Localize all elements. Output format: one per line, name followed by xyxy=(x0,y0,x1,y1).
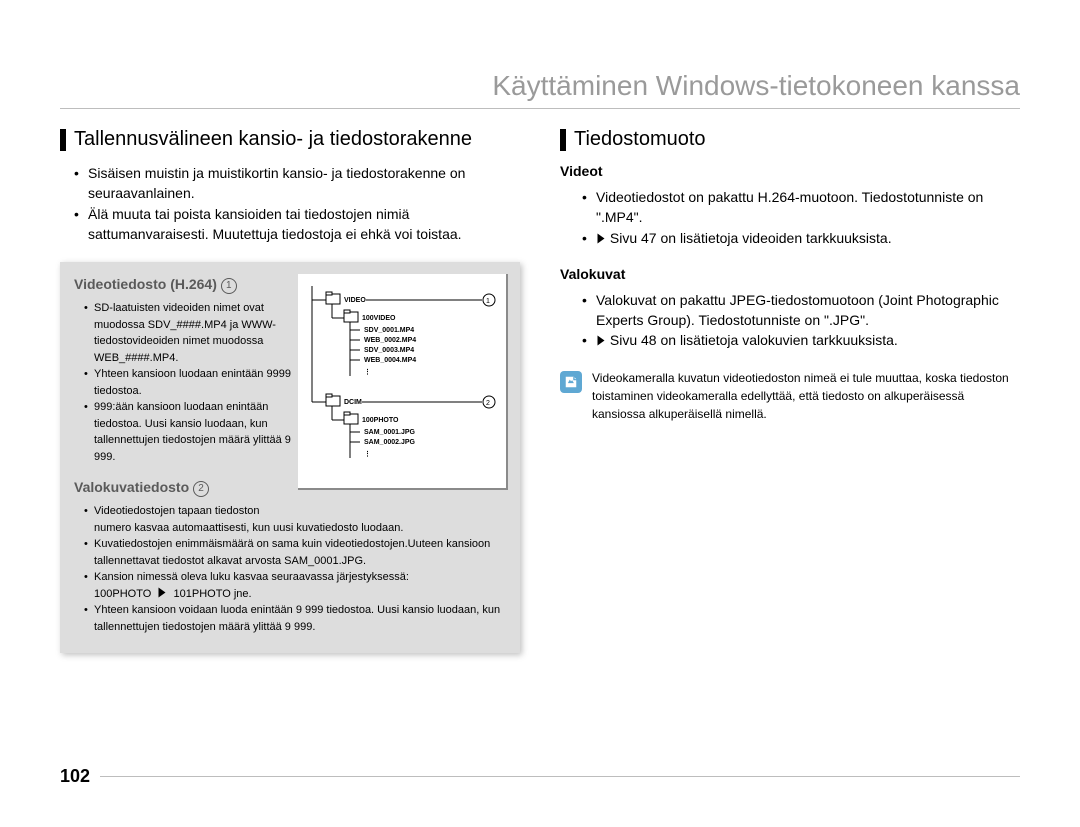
section-bar xyxy=(560,129,566,151)
rp1: Valokuvat on pakattu JPEG-tiedostomuotoo… xyxy=(596,290,1020,331)
svg-text:WEB_0004.MP4: WEB_0004.MP4 xyxy=(364,357,416,364)
svg-text:SAM_0002.JPG: SAM_0002.JPG xyxy=(364,439,416,446)
left-intro-2: Älä muuta tai poista kansioiden tai tied… xyxy=(88,204,520,245)
svg-text:SDV_0003.MP4: SDV_0003.MP4 xyxy=(364,347,414,354)
p2: Kuvatiedostojen enimmäismäärä on sama ku… xyxy=(94,536,506,569)
content-columns: Tallennusvälineen kansio- ja tiedostorak… xyxy=(60,128,1020,653)
header-rule xyxy=(60,108,1020,109)
note-block: Videokameralla kuvatun videotiedoston ni… xyxy=(560,369,1020,423)
p3: Kansion nimessä oleva luku kasvaa seuraa… xyxy=(94,569,409,602)
right-video-head: Videot xyxy=(560,163,1020,179)
rv2: Sivu 47 on lisätietoja videoiden tarkkuu… xyxy=(596,228,892,248)
photo-list: •Videotiedostojen tapaan tiedostonnumero… xyxy=(74,503,506,635)
svg-text:100PHOTO: 100PHOTO xyxy=(362,417,399,424)
svg-text:⋮: ⋮ xyxy=(364,450,371,458)
right-column: Tiedostomuoto Videot •Videotiedostot on … xyxy=(560,128,1020,653)
svg-text:2: 2 xyxy=(486,400,490,407)
left-intro: •Sisäisen muistin ja muistikortin kansio… xyxy=(60,163,520,244)
svg-text:SDV_0001.MP4: SDV_0001.MP4 xyxy=(364,327,414,334)
rp2: Sivu 48 on lisätietoja valokuvien tarkku… xyxy=(596,330,898,350)
right-photo-head: Valokuvat xyxy=(560,266,1020,282)
left-intro-1: Sisäisen muistin ja muistikortin kansio-… xyxy=(88,163,520,204)
right-video-list: •Videotiedostot on pakattu H.264-muotoon… xyxy=(560,187,1020,248)
page: Käyttäminen Windows-tietokoneen kanssa T… xyxy=(0,0,1080,827)
svg-text:⋮: ⋮ xyxy=(364,368,371,376)
arrow-icon xyxy=(598,336,605,346)
arrow-icon xyxy=(159,587,166,597)
right-photo-list: •Valokuvat on pakattu JPEG-tiedostomuoto… xyxy=(560,290,1020,351)
svg-text:VIDEO: VIDEO xyxy=(344,297,366,304)
note-icon xyxy=(560,371,582,393)
v2: Yhteen kansioon luodaan enintään 9999 ti… xyxy=(94,366,304,399)
right-section-title: Tiedostomuoto xyxy=(574,128,706,151)
folder-tree: .t { font: bold 7px Arial; fill:#000; } … xyxy=(298,274,508,490)
gray-box: Videotiedosto (H.264) 1 •SD-laatuisten v… xyxy=(60,262,520,653)
svg-text:1: 1 xyxy=(486,298,490,305)
arrow-icon xyxy=(598,233,605,243)
footer-rule xyxy=(100,776,1020,777)
video-subhead-label: Videotiedosto (H.264) xyxy=(74,276,221,292)
svg-text:SAM_0001.JPG: SAM_0001.JPG xyxy=(364,429,416,436)
left-section-title: Tallennusvälineen kansio- ja tiedostorak… xyxy=(74,128,472,151)
v1: SD-laatuisten videoiden nimet ovat muodo… xyxy=(94,300,304,366)
rv1: Videotiedostot on pakattu H.264-muotoon.… xyxy=(596,187,1020,228)
svg-text:WEB_0002.MP4: WEB_0002.MP4 xyxy=(364,337,416,344)
photo-subhead-label: Valokuvatiedosto xyxy=(74,479,193,495)
section-bar xyxy=(60,129,66,151)
page-number: 102 xyxy=(60,766,90,787)
page-title: Käyttäminen Windows-tietokoneen kanssa xyxy=(492,70,1020,102)
video-subhead-num: 1 xyxy=(221,278,237,294)
svg-text:DCIM: DCIM xyxy=(344,399,362,406)
v3: 999:ään kansioon luodaan enintään tiedos… xyxy=(94,399,304,465)
right-section-head: Tiedostomuoto xyxy=(560,128,1020,151)
left-section-head: Tallennusvälineen kansio- ja tiedostorak… xyxy=(60,128,520,151)
p4: Yhteen kansioon voidaan luoda enintään 9… xyxy=(94,602,506,635)
svg-text:100VIDEO: 100VIDEO xyxy=(362,315,396,322)
photo-subhead-num: 2 xyxy=(193,481,209,497)
video-list: •SD-laatuisten videoiden nimet ovat muod… xyxy=(74,300,304,465)
folder-tree-svg: .t { font: bold 7px Arial; fill:#000; } … xyxy=(306,286,500,476)
note-text: Videokameralla kuvatun videotiedoston ni… xyxy=(592,369,1020,423)
left-column: Tallennusvälineen kansio- ja tiedostorak… xyxy=(60,128,520,653)
p1: Videotiedostojen tapaan tiedostonnumero … xyxy=(94,503,403,536)
